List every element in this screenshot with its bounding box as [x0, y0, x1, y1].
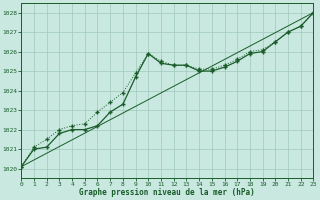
X-axis label: Graphe pression niveau de la mer (hPa): Graphe pression niveau de la mer (hPa) — [79, 188, 255, 197]
